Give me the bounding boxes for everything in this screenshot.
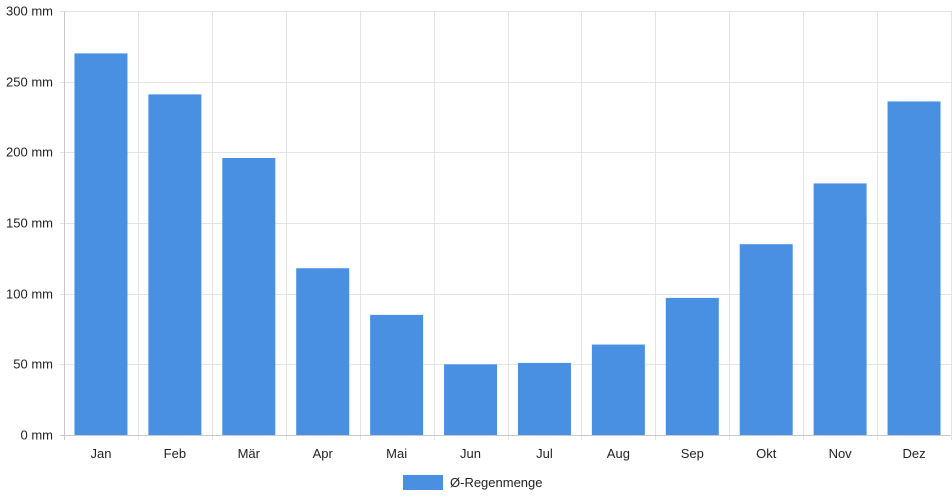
- x-tick-label: Feb: [164, 446, 186, 461]
- x-tick-label: Jun: [460, 446, 481, 461]
- x-tick-label: Aug: [607, 446, 630, 461]
- grid-layer: [60, 11, 952, 440]
- bar-jul[interactable]: [517, 362, 571, 435]
- bars-layer: [74, 53, 941, 436]
- x-tick-label: Mai: [386, 446, 407, 461]
- bar-jan[interactable]: [74, 53, 128, 436]
- y-tick-label: 150 mm: [6, 216, 53, 231]
- legend[interactable]: Ø-Regenmenge: [403, 475, 543, 490]
- y-tick-label: 200 mm: [6, 145, 53, 160]
- x-tick-label: Dez: [902, 446, 925, 461]
- x-tick-label: Nov: [829, 446, 853, 461]
- bar-nov[interactable]: [813, 183, 867, 435]
- x-tick-label: Mär: [238, 446, 261, 461]
- x-tick-label: Apr: [313, 446, 334, 461]
- bar-apr[interactable]: [296, 268, 350, 435]
- x-tick-label: Jul: [536, 446, 553, 461]
- bar-aug[interactable]: [591, 344, 645, 435]
- bar-jun[interactable]: [444, 364, 498, 435]
- y-tick-labels: 0 mm 50 mm 100 mm 150 mm 200 mm 250 mm 300 mm: [6, 4, 53, 443]
- x-tick-labels: Jan Feb Mär Apr Mai Jun Jul Aug Sep Okt Nov Dez: [90, 446, 925, 461]
- x-tick-label: Okt: [756, 446, 777, 461]
- bar-mai[interactable]: [370, 314, 424, 435]
- bar-sep[interactable]: [665, 297, 719, 435]
- y-tick-label: 300 mm: [6, 4, 53, 19]
- bar-okt[interactable]: [739, 244, 793, 435]
- bar-feb[interactable]: [148, 94, 202, 436]
- bar-dez[interactable]: [887, 101, 941, 435]
- y-tick-label: 0 mm: [21, 428, 54, 443]
- y-tick-label: 250 mm: [6, 75, 53, 90]
- y-tick-label: 50 mm: [13, 357, 53, 372]
- legend-label: Ø-Regenmenge: [450, 475, 543, 490]
- x-tick-label: Jan: [90, 446, 111, 461]
- x-tick-label: Sep: [681, 446, 704, 461]
- axis-layer: [60, 11, 951, 440]
- y-tick-label: 100 mm: [6, 287, 53, 302]
- legend-swatch: [403, 475, 443, 490]
- bar-mär[interactable]: [222, 157, 276, 435]
